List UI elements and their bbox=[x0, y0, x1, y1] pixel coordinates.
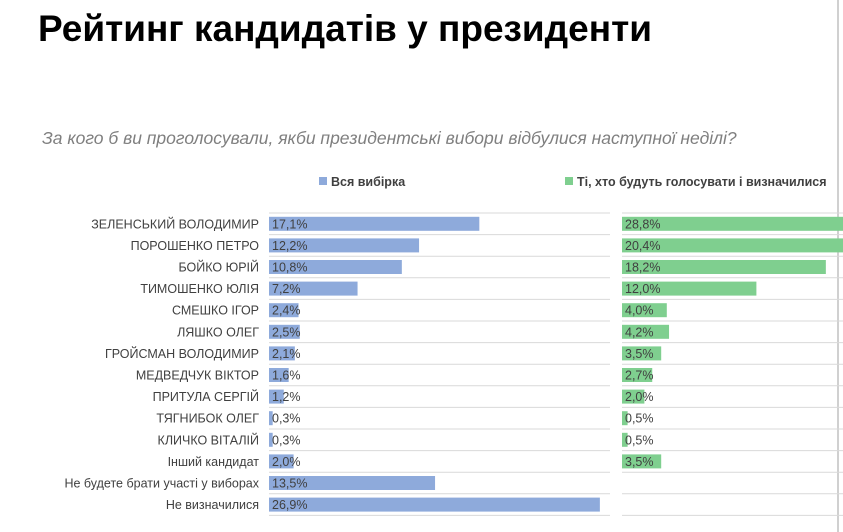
data-label-series2: 0,5% bbox=[625, 433, 654, 447]
category-label: Не будете брати участі у виборах bbox=[64, 477, 259, 491]
category-label: Інший кандидат bbox=[168, 455, 260, 469]
bar-series1 bbox=[269, 324, 300, 339]
bar-series1 bbox=[269, 346, 295, 361]
category-label: КЛИЧКО ВІТАЛІЙ bbox=[158, 432, 259, 447]
data-label-series2: 0,5% bbox=[625, 412, 654, 426]
bar-series2 bbox=[622, 281, 757, 296]
bar-series2 bbox=[622, 324, 670, 339]
data-label-series2: 3,5% bbox=[625, 455, 654, 469]
category-label: СМЕШКО ІГОР bbox=[172, 304, 259, 318]
page-title: Рейтинг кандидатів у президенти bbox=[38, 8, 652, 49]
category-label: ТИМОШЕНКО ЮЛІЯ bbox=[140, 282, 259, 296]
data-label-series1: 13,5% bbox=[272, 477, 307, 491]
data-label-series1: 0,3% bbox=[272, 412, 301, 426]
data-label-series1: 7,2% bbox=[272, 282, 301, 296]
legend-swatch-1 bbox=[319, 177, 327, 185]
legend-label-2: Ті, хто будуть голосувати і визначилися bbox=[577, 175, 827, 189]
bar-series1 bbox=[269, 216, 480, 231]
legend-swatch-2 bbox=[565, 177, 573, 185]
data-label-series1: 26,9% bbox=[272, 498, 307, 512]
bar-series2 bbox=[622, 454, 662, 469]
data-label-series2: 4,0% bbox=[625, 304, 654, 318]
bar-series1 bbox=[269, 432, 273, 447]
category-label: БОЙКО ЮРІЙ bbox=[178, 260, 259, 275]
bar-series2 bbox=[622, 346, 662, 361]
bar-series1 bbox=[269, 411, 273, 426]
bar-series2 bbox=[622, 303, 667, 318]
data-label-series1: 2,1% bbox=[272, 347, 301, 361]
category-label: ПРИТУЛА СЕРГІЙ bbox=[153, 389, 259, 404]
bar-series2 bbox=[622, 260, 826, 274]
data-label-series1: 10,8% bbox=[272, 261, 307, 275]
data-label-series1: 12,2% bbox=[272, 239, 307, 253]
legend-label-1: Вся вибірка bbox=[331, 175, 406, 189]
category-label: ЛЯШКО ОЛЕГ bbox=[177, 325, 259, 339]
data-label-series1: 17,1% bbox=[272, 217, 307, 231]
bar-series1 bbox=[269, 368, 289, 382]
data-label-series1: 2,5% bbox=[272, 325, 301, 339]
bar-series1 bbox=[269, 454, 294, 469]
bar-series1 bbox=[269, 476, 436, 490]
category-label: Не визначилися bbox=[166, 498, 259, 512]
data-label-series2: 2,0% bbox=[625, 390, 654, 404]
data-label-series2: 2,7% bbox=[625, 369, 654, 383]
data-label-series1: 1,6% bbox=[272, 369, 301, 383]
bar-series2 bbox=[622, 389, 645, 404]
bar-series2 bbox=[622, 238, 843, 253]
bar-series2 bbox=[622, 368, 653, 382]
category-label: МЕДВЕДЧУК ВІКТОР bbox=[136, 369, 259, 383]
category-label: ПОРОШЕНКО ПЕТРО bbox=[131, 239, 260, 253]
data-label-series2: 18,2% bbox=[625, 261, 660, 275]
chart-subtitle: За кого б ви проголосували, якби президе… bbox=[42, 128, 737, 148]
category-label: ЗЕЛЕНСЬКИЙ ВОЛОДИМИР bbox=[91, 216, 259, 231]
bar-series2 bbox=[622, 216, 843, 231]
category-label: ГРОЙСМАН ВОЛОДИМИР bbox=[105, 346, 259, 361]
bar-series1 bbox=[269, 303, 299, 318]
bar-series1 bbox=[269, 497, 600, 512]
data-label-series1: 2,4% bbox=[272, 304, 301, 318]
data-label-series2: 12,0% bbox=[625, 282, 660, 296]
data-label-series1: 0,3% bbox=[272, 433, 301, 447]
data-label-series2: 4,2% bbox=[625, 325, 654, 339]
bar-series2 bbox=[622, 411, 628, 426]
slide-edge-divider bbox=[837, 0, 839, 532]
data-label-series2: 28,8% bbox=[625, 217, 660, 231]
category-label: ТЯГНИБОК ОЛЕГ bbox=[156, 412, 259, 426]
data-label-series1: 1,2% bbox=[272, 390, 301, 404]
bar-series1 bbox=[269, 238, 420, 253]
bar-series1 bbox=[269, 389, 284, 404]
data-label-series2: 3,5% bbox=[625, 347, 654, 361]
data-label-series2: 20,4% bbox=[625, 239, 660, 253]
bar-series2 bbox=[622, 432, 628, 447]
bar-series1 bbox=[269, 281, 358, 296]
bar-series1 bbox=[269, 260, 402, 274]
data-label-series1: 2,0% bbox=[272, 455, 301, 469]
